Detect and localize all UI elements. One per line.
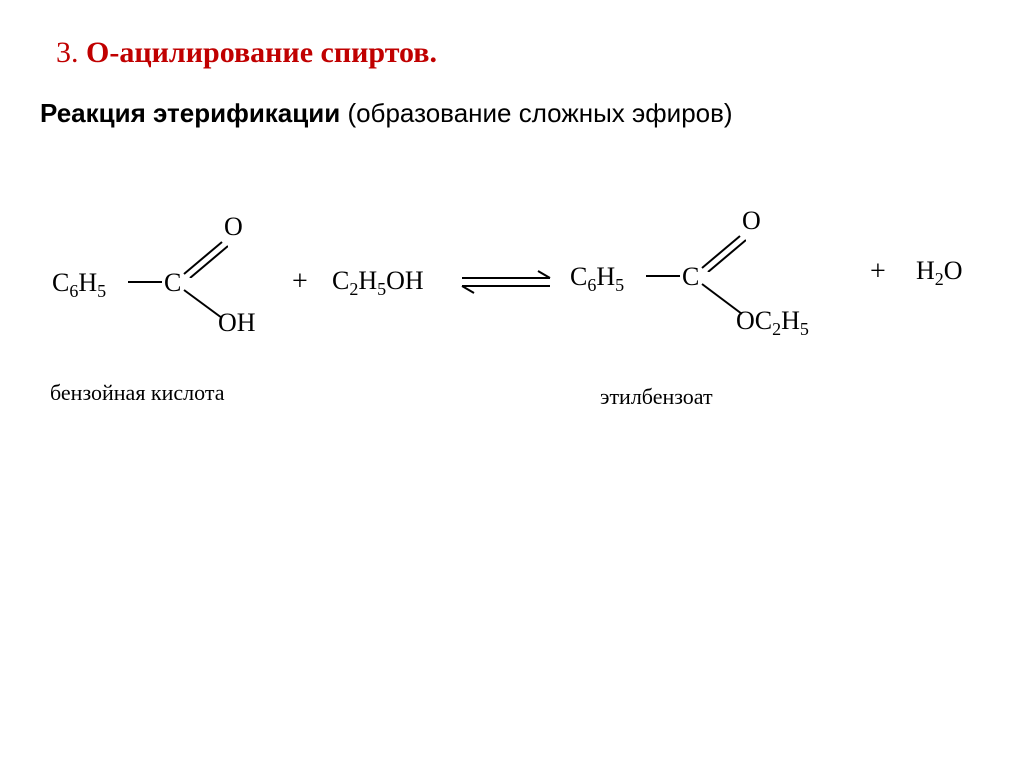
product-ethylbenzoate: C6H5 C O OC2H5 [570,210,830,350]
product-water: H2O [916,256,963,290]
double-bond [700,232,746,272]
atom-sub: 5 [97,281,106,301]
title-text: О-ацилирование спиртов. [86,36,437,69]
double-bond [182,238,228,278]
atom-sub: 2 [349,279,358,299]
atom-h: H [78,268,97,297]
oxygen-double: O [224,212,243,242]
plus-sign: + [870,256,886,288]
atom-oc: OC [736,306,772,335]
reactant-benzoic-acid: C6H5 C O OH [40,210,250,340]
atom-sub: 5 [377,279,386,299]
phenyl-group: C6H5 [570,262,624,296]
ethoxy-group: OC2H5 [736,306,809,340]
atom-sub: 5 [800,319,809,339]
bond-line [646,274,680,278]
atom-h: H [358,266,377,295]
label-ethylbenzoate: этилбензоат [600,384,713,410]
reaction-equation: C6H5 C O OH + C2H5OH C6H5 [40,210,990,390]
section-title: 3. О-ацилирование спиртов. [56,36,437,70]
atom-h: H [781,306,800,335]
reactant-ethanol: C2H5OH [332,266,424,300]
hydroxyl-group: OH [218,308,256,338]
atom-oh: OH [386,266,424,295]
atom-h: H [596,262,615,291]
bond-line [128,280,162,284]
atom-h: H [916,256,935,285]
subtitle-rest: (образование сложных эфиров) [340,98,732,128]
title-number: 3. [56,36,79,69]
atom-c: C [332,266,349,295]
phenyl-group: C6H5 [52,268,106,302]
subtitle-bold: Реакция этерификации [40,98,340,128]
atom-o: O [944,256,963,285]
atom-sub: 6 [69,281,78,301]
carbonyl-carbon: C [164,268,181,298]
atom-c: C [570,262,587,291]
equilibrium-arrow [456,268,556,301]
atom-sub: 6 [587,275,596,295]
subtitle: Реакция этерификации (образование сложны… [40,98,733,129]
atom-c: C [52,268,69,297]
oxygen-double: O [742,206,761,236]
label-benzoic-acid: бензойная кислота [50,380,225,406]
atom-sub: 2 [935,269,944,289]
plus-sign: + [292,266,308,298]
atom-sub: 2 [772,319,781,339]
arrow-icon [456,268,556,296]
carbonyl-carbon: C [682,262,699,292]
atom-sub: 5 [615,275,624,295]
